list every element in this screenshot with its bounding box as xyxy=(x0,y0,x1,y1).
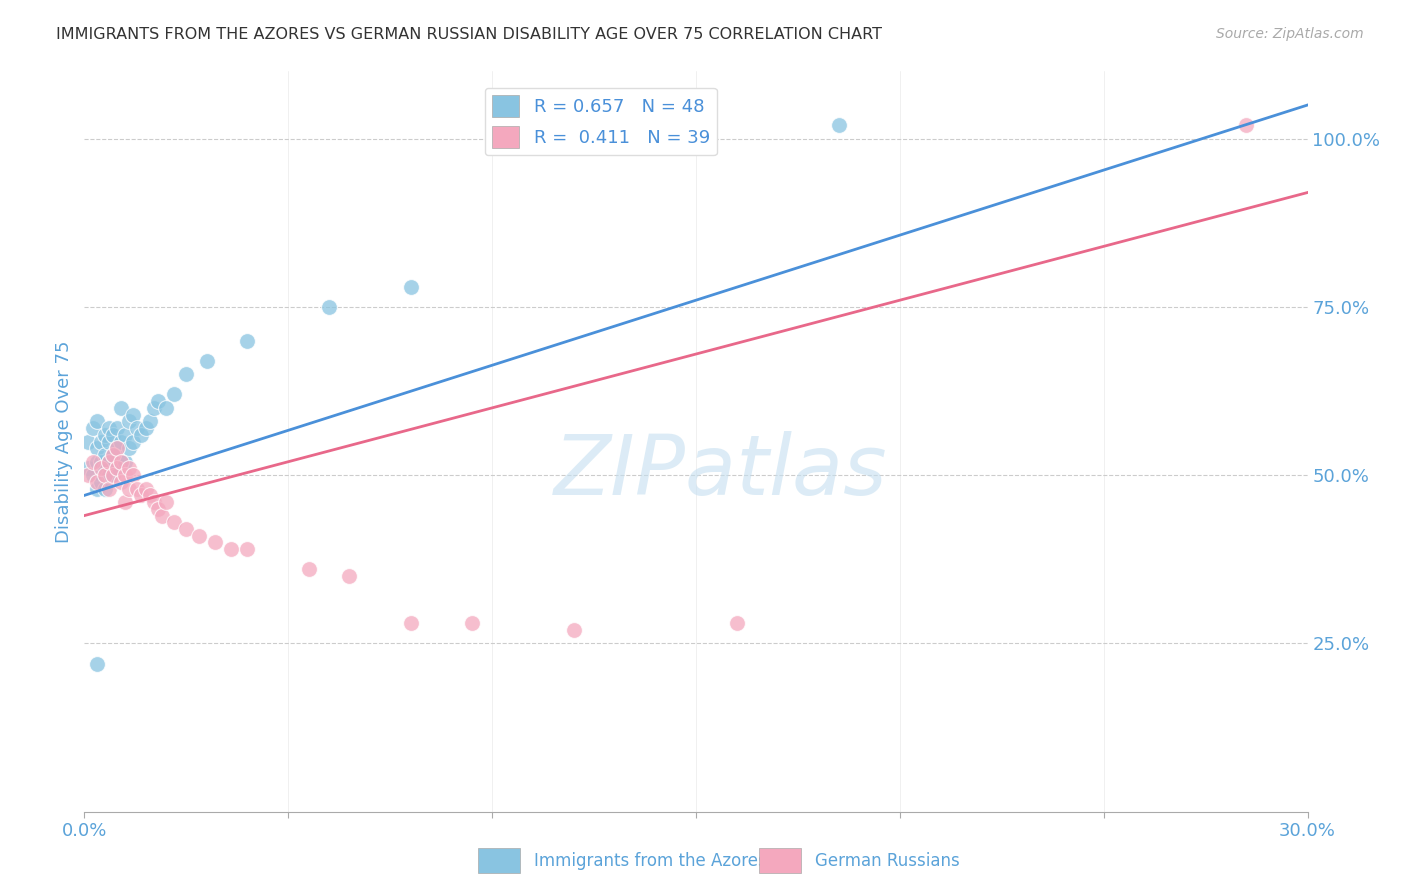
Point xyxy=(86,482,108,496)
Point xyxy=(155,401,177,415)
Point xyxy=(86,455,108,469)
Point xyxy=(562,623,585,637)
Point xyxy=(77,468,100,483)
Point xyxy=(114,495,136,509)
Point xyxy=(82,455,104,469)
Point xyxy=(86,657,108,671)
Point xyxy=(114,427,136,442)
Text: German Russians: German Russians xyxy=(815,852,960,870)
Point xyxy=(174,522,197,536)
Point xyxy=(131,427,153,442)
Point xyxy=(86,475,108,489)
Point xyxy=(101,468,124,483)
Point xyxy=(93,448,115,462)
FancyBboxPatch shape xyxy=(759,848,801,873)
Point xyxy=(97,482,120,496)
Point xyxy=(122,434,145,449)
Point xyxy=(105,442,128,456)
Point xyxy=(146,394,169,409)
Point xyxy=(90,455,112,469)
Point xyxy=(135,482,157,496)
Point xyxy=(82,421,104,435)
Point xyxy=(97,421,120,435)
Text: Source: ZipAtlas.com: Source: ZipAtlas.com xyxy=(1216,27,1364,41)
Point xyxy=(236,334,259,348)
Point xyxy=(77,461,100,475)
Point xyxy=(97,434,120,449)
Point xyxy=(142,495,165,509)
Point xyxy=(90,461,112,475)
Legend: R = 0.657   N = 48, R =  0.411   N = 39: R = 0.657 N = 48, R = 0.411 N = 39 xyxy=(485,87,717,155)
Point xyxy=(101,448,124,462)
Point xyxy=(122,408,145,422)
Point xyxy=(187,529,209,543)
Point xyxy=(82,468,104,483)
Point xyxy=(101,468,124,483)
Point xyxy=(93,482,115,496)
Point xyxy=(135,421,157,435)
Point xyxy=(174,368,197,382)
Point xyxy=(138,414,160,428)
Point xyxy=(399,279,422,293)
Point xyxy=(110,455,132,469)
Point xyxy=(118,461,141,475)
Point xyxy=(318,300,340,314)
Point xyxy=(118,482,141,496)
Point xyxy=(399,616,422,631)
Point xyxy=(163,387,186,401)
Point xyxy=(101,448,124,462)
Point xyxy=(204,535,226,549)
Point xyxy=(101,427,124,442)
Point xyxy=(97,455,120,469)
Point xyxy=(110,455,132,469)
Point xyxy=(725,616,748,631)
Point xyxy=(114,468,136,483)
FancyBboxPatch shape xyxy=(478,848,520,873)
Point xyxy=(127,482,149,496)
Point xyxy=(142,401,165,415)
Point xyxy=(163,516,186,530)
Point xyxy=(118,414,141,428)
Point xyxy=(219,542,242,557)
Point xyxy=(155,495,177,509)
Point xyxy=(110,475,132,489)
Point xyxy=(131,488,153,502)
Point xyxy=(236,542,259,557)
Point xyxy=(86,414,108,428)
Point xyxy=(138,488,160,502)
Point xyxy=(339,569,361,583)
Point xyxy=(118,442,141,456)
Point xyxy=(97,468,120,483)
Text: Immigrants from the Azores: Immigrants from the Azores xyxy=(534,852,768,870)
Point xyxy=(298,562,321,576)
Point xyxy=(105,461,128,475)
Point xyxy=(105,461,128,475)
Point xyxy=(461,616,484,631)
Point xyxy=(828,118,851,132)
Point xyxy=(93,427,115,442)
Point xyxy=(146,501,169,516)
Point xyxy=(77,434,100,449)
Point xyxy=(110,401,132,415)
Point xyxy=(93,461,115,475)
Point xyxy=(150,508,173,523)
Point xyxy=(90,434,112,449)
Point xyxy=(93,468,115,483)
Point xyxy=(114,455,136,469)
Y-axis label: Disability Age Over 75: Disability Age Over 75 xyxy=(55,340,73,543)
Point xyxy=(105,421,128,435)
Point xyxy=(1236,118,1258,132)
Point xyxy=(195,353,218,368)
Point xyxy=(110,434,132,449)
Point xyxy=(122,468,145,483)
Point xyxy=(97,455,120,469)
Text: IMMIGRANTS FROM THE AZORES VS GERMAN RUSSIAN DISABILITY AGE OVER 75 CORRELATION : IMMIGRANTS FROM THE AZORES VS GERMAN RUS… xyxy=(56,27,882,42)
Point xyxy=(90,475,112,489)
Point xyxy=(86,442,108,456)
Point xyxy=(127,421,149,435)
Text: ZIPatlas: ZIPatlas xyxy=(554,431,887,512)
Point xyxy=(105,442,128,456)
